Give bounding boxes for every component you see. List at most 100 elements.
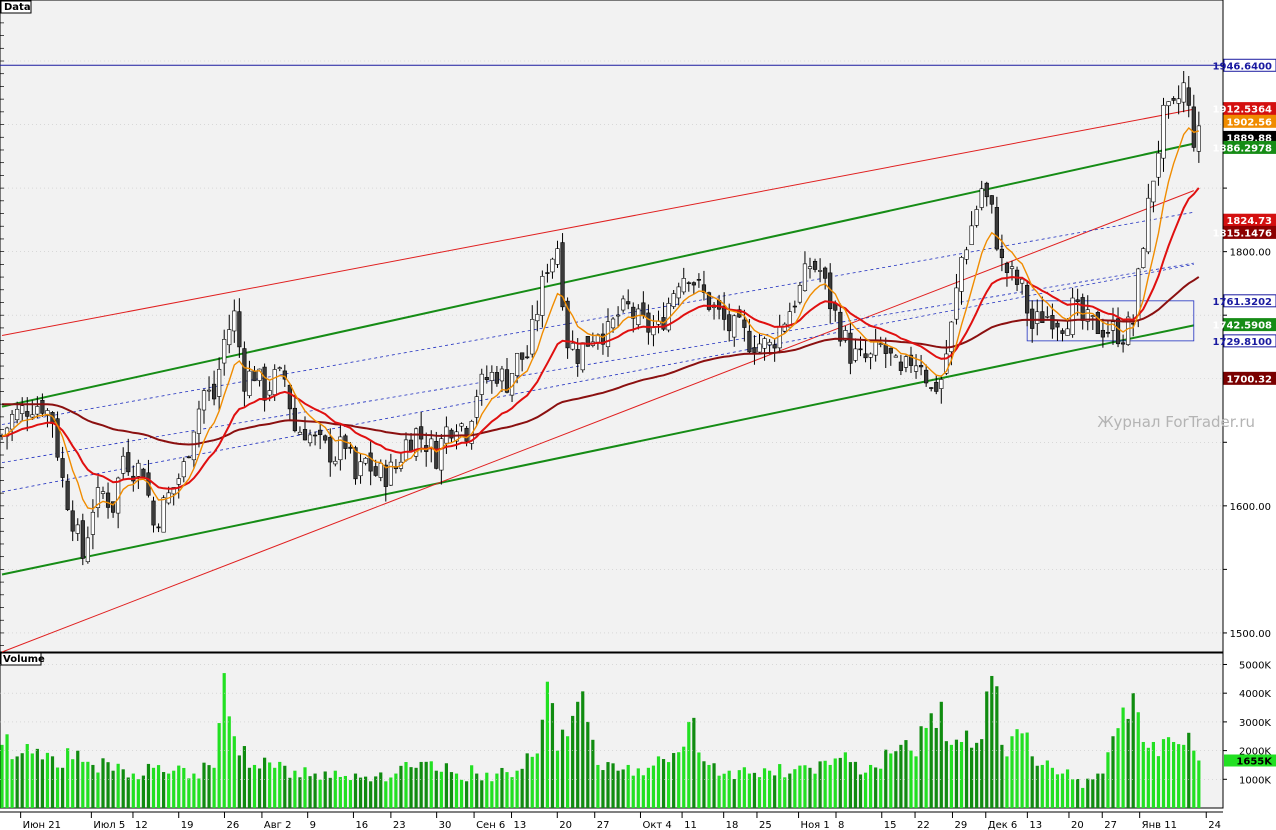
candle-body xyxy=(1025,284,1030,314)
candle-body xyxy=(1060,330,1065,334)
candle-body xyxy=(610,318,616,329)
volume-bar xyxy=(1166,737,1171,808)
volume-bar xyxy=(1182,744,1186,808)
candle-body xyxy=(636,308,641,325)
volume-bar xyxy=(768,770,772,808)
price-tag-box xyxy=(1223,140,1276,154)
candle-body xyxy=(479,373,484,395)
candle-body xyxy=(1035,311,1040,324)
candle-body xyxy=(979,188,984,208)
date-tick-label: 23 xyxy=(393,820,406,830)
candle-body xyxy=(338,436,343,461)
volume-bar xyxy=(949,744,953,808)
candle-body xyxy=(1075,299,1080,303)
volume-bar xyxy=(975,742,979,808)
candle-body xyxy=(954,287,959,320)
candle-body xyxy=(651,327,656,336)
volume-current-label: 1655K xyxy=(1236,756,1273,767)
volume-bar xyxy=(687,721,691,808)
volume-bar xyxy=(677,752,681,808)
candle-body xyxy=(156,526,161,529)
volume-bar xyxy=(212,767,216,808)
date-tick-label: 30 xyxy=(439,820,452,830)
candle-body xyxy=(1055,322,1060,328)
volume-bar xyxy=(252,764,257,808)
candle-body xyxy=(277,367,282,370)
volume-bar xyxy=(273,767,277,808)
candle-body xyxy=(797,285,802,303)
candle-body xyxy=(307,434,313,444)
volume-bar xyxy=(717,775,721,808)
volume-bar xyxy=(1197,760,1201,808)
date-tick-label: 20 xyxy=(559,820,572,830)
candle-body xyxy=(15,408,20,421)
candle-body xyxy=(439,438,444,471)
volume-bar xyxy=(1010,736,1014,808)
candle-body xyxy=(75,524,80,534)
candle-body xyxy=(525,356,530,359)
volume-bar xyxy=(96,772,100,808)
volume-bar xyxy=(480,780,484,808)
candle-body xyxy=(141,468,146,478)
candle-body xyxy=(722,305,727,320)
volume-bar xyxy=(545,681,549,808)
volume-bar xyxy=(853,761,858,808)
date-tick-label: 8 xyxy=(838,820,844,830)
volume-bar xyxy=(1141,741,1145,808)
candle-body xyxy=(681,278,686,293)
candle-body xyxy=(696,278,701,281)
candle-body xyxy=(232,310,237,332)
channel-line-red xyxy=(1,108,1194,337)
volume-bar xyxy=(358,777,363,808)
price-tag-box xyxy=(1223,102,1276,116)
candle-body xyxy=(1050,315,1055,330)
volume-bar xyxy=(909,750,913,808)
candle-body xyxy=(1105,331,1111,334)
candle-body xyxy=(499,368,505,382)
candle-body xyxy=(535,314,540,322)
date-tick-label: 16 xyxy=(355,820,368,830)
date-tick-label: 26 xyxy=(226,820,239,830)
volume-bar xyxy=(136,779,140,808)
volume-bar xyxy=(278,761,282,808)
volume-bar xyxy=(414,767,418,808)
volume-bar xyxy=(944,741,948,808)
candle-body xyxy=(1080,297,1085,321)
candle-body xyxy=(671,293,676,307)
volume-bar xyxy=(1020,733,1024,808)
volume-bar xyxy=(1040,764,1044,808)
volume-bar xyxy=(742,767,746,808)
candle-body xyxy=(1181,82,1186,103)
candle-body xyxy=(893,355,898,358)
volume-bar xyxy=(333,770,337,808)
volume-bar xyxy=(752,772,757,808)
channel-line-green xyxy=(1,324,1195,576)
candle-body xyxy=(944,353,949,374)
volume-bar xyxy=(399,765,403,808)
candle-body xyxy=(545,272,550,274)
date-tick-label: Янв 11 xyxy=(1142,820,1177,830)
volume-tick-label: 5000K xyxy=(1239,660,1271,671)
candle-body xyxy=(312,434,318,437)
date-axis: Июн 21 Июл 5 12 19 26 Авг 2 9 16 23 30 Сен 6 13 20 27… xyxy=(0,811,1223,830)
candle-body xyxy=(191,431,197,461)
volume-bar xyxy=(263,757,267,808)
volume-bar xyxy=(475,773,479,808)
volume-bar xyxy=(596,764,600,808)
candle-body xyxy=(1156,152,1161,178)
volume-bar xyxy=(919,726,923,808)
volume-bar xyxy=(10,759,14,808)
candle-body xyxy=(530,319,535,355)
volume-bar xyxy=(914,756,918,808)
candle-body xyxy=(504,369,510,393)
candle-body xyxy=(212,383,217,400)
candle-body xyxy=(353,447,358,480)
candle-body xyxy=(1045,316,1050,318)
candle-body xyxy=(373,466,378,476)
candle-body xyxy=(626,301,631,305)
candle-body xyxy=(171,487,176,495)
volume-bar xyxy=(1192,750,1196,808)
price-tag-label: 1729.8100 xyxy=(1213,337,1273,348)
price-tag-label: 1912.5364 xyxy=(1213,105,1273,116)
candle-body xyxy=(136,462,141,477)
